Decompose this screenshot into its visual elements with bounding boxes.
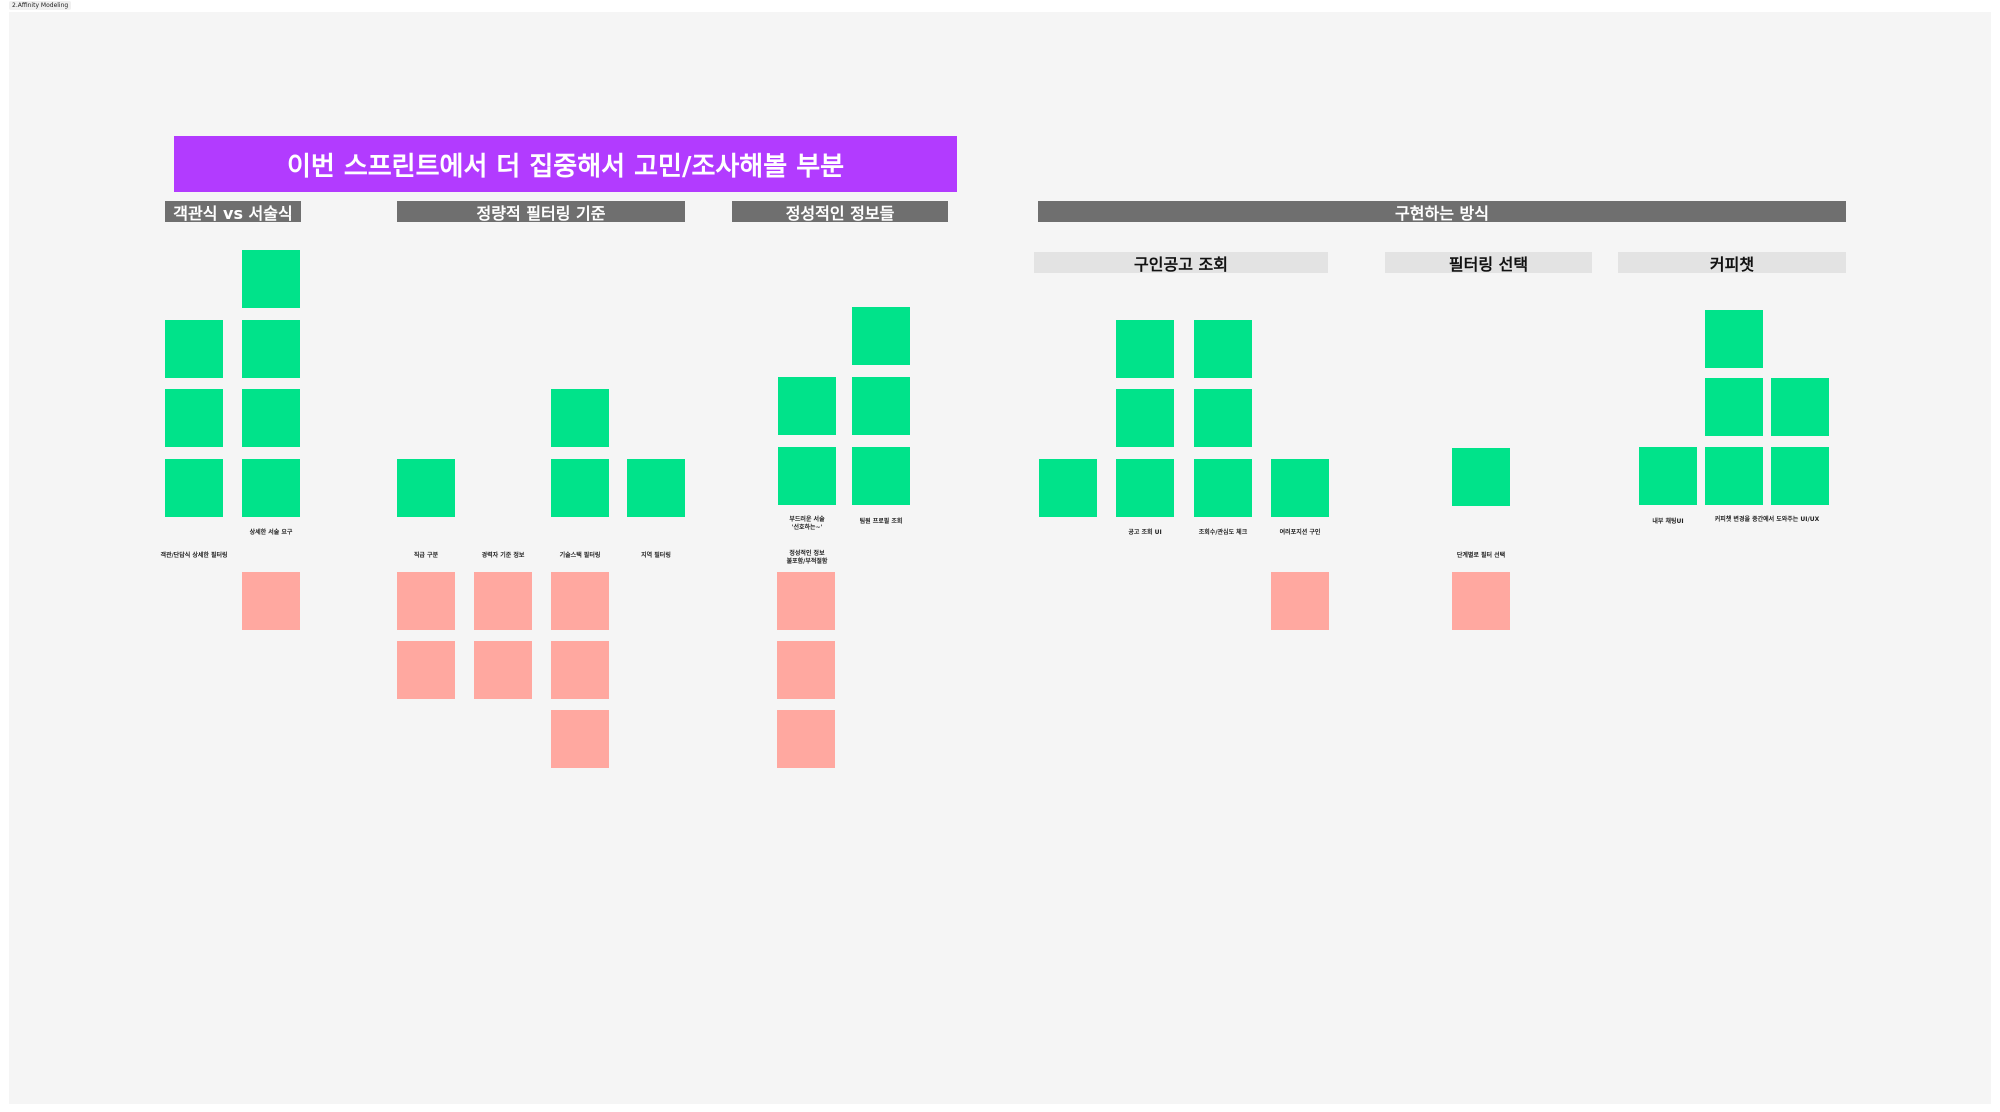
sticky-note[interactable] [627, 459, 685, 517]
sticky-note[interactable] [551, 389, 609, 447]
sticky-note[interactable] [242, 320, 300, 378]
sticky-note[interactable] [1639, 447, 1697, 505]
sticky-note[interactable] [397, 459, 455, 517]
header-qualitative: 정성적인 정보들 [732, 201, 948, 223]
sticky-note[interactable] [1771, 378, 1829, 436]
subheader-job-search: 구인공고 조회 [1034, 252, 1328, 274]
sticky-note[interactable] [242, 459, 300, 517]
cluster-label: 기술스택 필터링 [559, 552, 601, 559]
sticky-note[interactable] [1705, 447, 1763, 505]
cluster-label: 여러포지션 구인 [1279, 529, 1321, 536]
frame-label: 2.Affinity Modeling [9, 1, 72, 10]
sticky-note[interactable] [551, 710, 609, 768]
sticky-note[interactable] [397, 572, 455, 630]
sticky-note[interactable] [1452, 572, 1510, 630]
header-objective: 객관식 vs 서술식 [165, 201, 301, 223]
cluster-label: 경력자 기준 정보 [481, 552, 525, 559]
sticky-note[interactable] [474, 641, 532, 699]
sticky-note[interactable] [165, 459, 223, 517]
cluster-label: 부드러운 서술 [789, 516, 825, 523]
sticky-note[interactable] [777, 641, 835, 699]
cluster-label: 공고 조회 UI [1128, 529, 1162, 536]
cluster-label: 정성적인 정보 [789, 550, 825, 557]
cluster-label: 내부 채팅UI [1652, 518, 1684, 525]
sticky-note[interactable] [1116, 320, 1174, 378]
sticky-note[interactable] [1271, 572, 1329, 630]
sticky-note[interactable] [242, 572, 300, 630]
cluster-label: 객관/단답식 상세한 필터링 [160, 552, 228, 559]
sticky-note[interactable] [474, 572, 532, 630]
cluster-label: 조회수/관심도 체크 [1198, 529, 1248, 536]
sticky-note[interactable] [242, 389, 300, 447]
cluster-label: 상세한 서술 요구 [249, 529, 293, 536]
sticky-note[interactable] [551, 641, 609, 699]
sticky-note[interactable] [852, 377, 910, 435]
sticky-note[interactable] [852, 307, 910, 365]
sticky-note[interactable] [551, 459, 609, 517]
sticky-note[interactable] [777, 572, 835, 630]
cluster-label: 팀원 프로필 조회 [859, 518, 903, 525]
sticky-note[interactable] [777, 710, 835, 768]
cluster-label: 직급 구분 [413, 552, 439, 559]
sticky-note[interactable] [397, 641, 455, 699]
sticky-note[interactable] [165, 389, 223, 447]
sticky-note[interactable] [1705, 378, 1763, 436]
sticky-note[interactable] [242, 250, 300, 308]
sticky-note[interactable] [1194, 459, 1252, 517]
sticky-note[interactable] [1705, 310, 1763, 368]
sticky-note[interactable] [1194, 389, 1252, 447]
sticky-note[interactable] [778, 377, 836, 435]
sticky-note[interactable] [1039, 459, 1097, 517]
cluster-label: 지역 필터링 [641, 552, 671, 559]
cluster-label: 단계별로 필터 선택 [1456, 552, 1506, 559]
sticky-note[interactable] [551, 572, 609, 630]
cluster-label: 불포함/부적절함 [786, 558, 828, 565]
whiteboard-canvas[interactable]: 이번 스프린트에서 더 집중해서 고민/조사해볼 부분 [9, 12, 1991, 1104]
subheader-coffee-chat: 커피챗 [1618, 252, 1846, 274]
subheader-filter-select: 필터링 선택 [1385, 252, 1592, 274]
sticky-note[interactable] [1116, 389, 1174, 447]
header-quantitative: 정량적 필터링 기준 [397, 201, 685, 223]
cluster-label: 커피챗 변경을 중간에서 도와주는 UI/UX [1714, 516, 1820, 523]
cluster-label: '선호하는~' [791, 524, 823, 531]
header-implementation: 구현하는 방식 [1038, 201, 1846, 223]
sticky-note[interactable] [1271, 459, 1329, 517]
sticky-note[interactable] [852, 447, 910, 505]
sticky-note[interactable] [1771, 447, 1829, 505]
sticky-note[interactable] [778, 447, 836, 505]
banner-title: 이번 스프린트에서 더 집중해서 고민/조사해볼 부분 [174, 136, 957, 192]
sticky-note[interactable] [165, 320, 223, 378]
sticky-note[interactable] [1194, 320, 1252, 378]
sticky-note[interactable] [1452, 448, 1510, 506]
sticky-note[interactable] [1116, 459, 1174, 517]
